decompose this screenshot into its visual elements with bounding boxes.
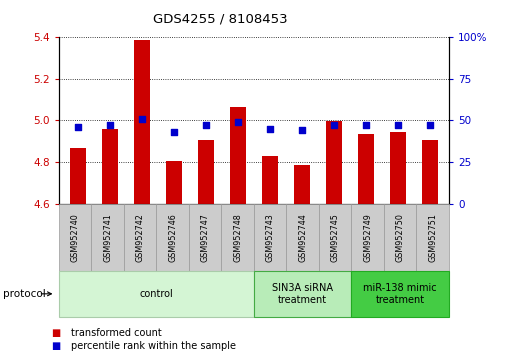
Point bbox=[298, 127, 306, 133]
Text: percentile rank within the sample: percentile rank within the sample bbox=[71, 341, 236, 351]
Bar bbox=[70, 148, 86, 204]
Bar bbox=[422, 140, 438, 204]
Text: SIN3A siRNA
treatment: SIN3A siRNA treatment bbox=[272, 283, 333, 305]
Point bbox=[170, 129, 178, 135]
Point bbox=[362, 122, 370, 128]
Bar bbox=[134, 40, 150, 204]
Text: GSM952743: GSM952743 bbox=[266, 213, 274, 262]
Text: GSM952742: GSM952742 bbox=[136, 213, 145, 262]
Point bbox=[266, 126, 274, 132]
Text: GSM952748: GSM952748 bbox=[233, 213, 242, 262]
Bar bbox=[166, 161, 182, 204]
Text: ■: ■ bbox=[51, 328, 61, 338]
Text: GDS4255 / 8108453: GDS4255 / 8108453 bbox=[153, 12, 288, 25]
Text: GSM952751: GSM952751 bbox=[428, 213, 437, 262]
Point bbox=[330, 122, 338, 128]
Point bbox=[74, 124, 82, 130]
Text: GSM952745: GSM952745 bbox=[331, 213, 340, 262]
Point bbox=[393, 122, 402, 128]
Text: protocol: protocol bbox=[3, 289, 45, 299]
Text: transformed count: transformed count bbox=[71, 328, 162, 338]
Point bbox=[202, 122, 210, 128]
Point bbox=[106, 122, 114, 128]
Point bbox=[426, 122, 434, 128]
Text: GSM952744: GSM952744 bbox=[298, 213, 307, 262]
Text: control: control bbox=[140, 289, 173, 299]
Bar bbox=[230, 107, 246, 204]
Bar bbox=[390, 132, 406, 204]
Text: GSM952741: GSM952741 bbox=[103, 213, 112, 262]
Text: GSM952740: GSM952740 bbox=[71, 213, 80, 262]
Point bbox=[234, 119, 242, 125]
Bar bbox=[102, 129, 118, 204]
Text: miR-138 mimic
treatment: miR-138 mimic treatment bbox=[363, 283, 437, 305]
Text: GSM952749: GSM952749 bbox=[363, 213, 372, 262]
Text: ■: ■ bbox=[51, 341, 61, 351]
Bar bbox=[294, 165, 310, 204]
Bar bbox=[262, 156, 278, 204]
Text: GSM952750: GSM952750 bbox=[396, 213, 405, 262]
Bar bbox=[326, 121, 342, 204]
Text: GSM952747: GSM952747 bbox=[201, 213, 210, 262]
Text: GSM952746: GSM952746 bbox=[168, 213, 177, 262]
Bar bbox=[358, 134, 374, 204]
Bar bbox=[198, 140, 214, 204]
Point bbox=[138, 116, 146, 121]
